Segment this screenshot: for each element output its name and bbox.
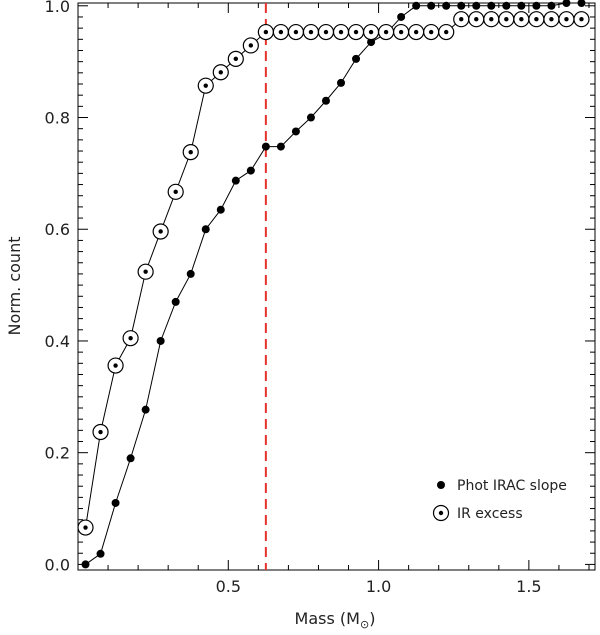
legend-marker-phot [437,481,445,489]
ir-excess-point-dot [564,17,569,22]
phot-irac-point [532,1,541,10]
ir-excess-point-dot [338,29,344,35]
phot-irac-point [201,225,210,234]
x-tick-label: 1.0 [366,577,391,596]
phot-irac-point [186,269,195,278]
ir-excess-point-dot [113,363,118,368]
ir-excess-point-dot [519,17,524,22]
phot-irac-point [321,96,330,105]
ir-excess-point-dot [278,29,284,35]
phot-irac-point [412,1,421,10]
ir-excess-point-dot [233,56,239,62]
ir-excess-point-dot [248,43,254,48]
phot-irac-point [216,205,225,214]
ir-excess-point-dot [173,189,178,195]
ir-excess-point-dot [368,29,374,35]
y-tick-label: 0.8 [45,109,70,128]
y-axis-title: Norm. count [5,237,24,336]
ir-excess-point-dot [98,429,103,435]
ir-excess-point-dot [444,29,449,35]
ir-excess-point-dot [323,29,329,35]
ir-excess-point-dot [489,17,494,22]
ir-excess-point-dot [158,229,163,234]
phot-irac-point [337,78,346,87]
phot-irac-point [231,176,240,185]
ir-excess-point-dot [413,29,419,35]
phot-irac-point [156,336,165,345]
ir-excess-point-dot [218,70,223,75]
ir-excess-point-dot [128,335,133,341]
series-line-1 [85,2,582,565]
plot-frame [77,2,596,571]
phot-irac-point [577,0,586,7]
ir-excess-point-dot [474,17,479,22]
ir-excess-point-dot [534,17,539,22]
phot-irac-point [367,38,376,47]
y-tick-label: 1.0 [45,0,70,16]
phot-irac-point [517,1,526,10]
x-tick-label: 1.5 [516,577,541,596]
ir-excess-point-dot [579,17,584,22]
phot-irac-point [81,560,90,569]
series-layer [77,0,590,569]
phot-irac-point [96,549,105,558]
ir-excess-point-dot [549,17,554,22]
legend-label-phot: Phot IRAC slope [457,478,567,494]
ir-excess-point-dot [263,29,269,35]
phot-irac-point [397,12,406,21]
x-axis-title-sub: ⊙ [360,618,369,631]
phot-irac-point [457,1,466,10]
ir-excess-point-dot [143,269,148,274]
ir-excess-point-dot [188,149,193,155]
phot-irac-point [171,297,180,306]
ir-excess-point-dot [383,29,389,35]
x-tick-label: 0.5 [216,577,241,596]
y-tick-label: 0.6 [45,220,70,239]
phot-irac-point [111,498,120,507]
x-axis-title: Mass (M⊙) [295,609,376,631]
phot-irac-point [261,142,270,151]
phot-irac-point [562,0,571,7]
phot-irac-point [427,1,436,10]
y-tick-label: 0.0 [45,555,70,574]
legend-label-ir: IR excess [457,506,523,522]
axis-ticks: 0.5 1.0 1.5 0.0 0.2 0.4 0.6 0.8 1.0 [45,0,595,596]
phot-irac-point [291,127,300,136]
phot-irac-point [487,1,496,10]
legend-marker-ir-dot [438,510,444,516]
ir-excess-point-dot [504,17,509,22]
ir-excess-point-dot [203,83,208,88]
ir-excess-point-dot [83,525,88,530]
series-line-2 [85,18,582,528]
phot-irac-point [502,1,511,10]
ir-excess-point-dot [353,29,359,35]
phot-irac-point [141,405,150,414]
phot-irac-point [306,113,315,122]
ir-excess-point-dot [459,17,464,22]
phot-irac-point [126,454,135,463]
y-tick-label: 0.4 [45,332,70,351]
x-axis-title-text: Mass (M [295,609,360,628]
phot-irac-point [547,1,556,10]
phot-irac-point [276,142,285,151]
ir-excess-point-dot [293,29,299,35]
ir-excess-point-dot [308,29,314,35]
ir-excess-point-dot [398,29,404,35]
ir-excess-point-dot [428,29,434,35]
x-axis-title-close: ) [369,609,375,628]
phot-irac-point [472,1,481,10]
phot-irac-point [246,166,255,175]
legend: Phot IRAC slope IR excess [432,478,567,522]
phot-irac-point [442,1,451,10]
phot-irac-point [352,54,361,63]
y-tick-label: 0.2 [45,444,70,463]
